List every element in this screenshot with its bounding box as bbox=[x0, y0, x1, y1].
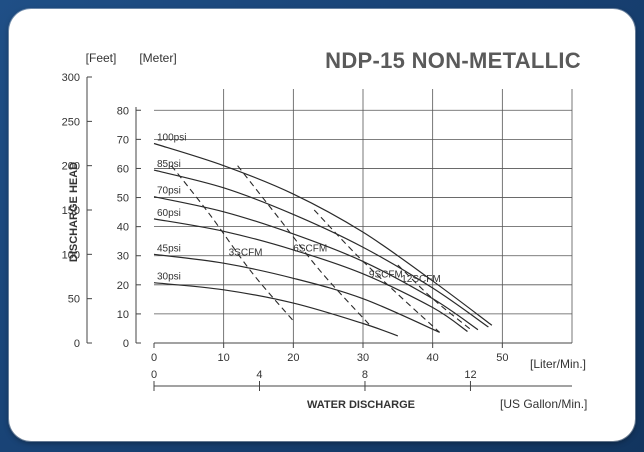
curve-label-100psi: 100psi bbox=[157, 133, 186, 144]
x-tick-label: 0 bbox=[151, 352, 157, 364]
x2-tick-label: 12 bbox=[464, 369, 476, 381]
y-axis-title: DISCHARGE HEAD bbox=[68, 162, 80, 262]
y-tick-label-feet: 100 bbox=[62, 249, 80, 261]
y-tick-label-meter: 50 bbox=[117, 193, 129, 205]
y-tick-label-meter: 30 bbox=[117, 251, 129, 263]
curve-label-3scfm: 3SCFM bbox=[229, 247, 263, 258]
y-unit-meter: [Meter] bbox=[139, 51, 176, 65]
y-tick-label-feet: 150 bbox=[62, 205, 80, 217]
curve-85psi bbox=[153, 169, 489, 328]
y-tick-label-meter: 70 bbox=[117, 134, 129, 146]
x2-tick-label: 4 bbox=[256, 369, 262, 381]
curve-100psi bbox=[153, 142, 493, 326]
y-tick-label-meter: 20 bbox=[117, 280, 129, 292]
x-unit-gallon: [US Gallon/Min.] bbox=[500, 397, 587, 411]
curve-label-60psi: 60psi bbox=[157, 208, 181, 219]
x2-tick-label: 0 bbox=[151, 369, 157, 381]
x-tick-label: 30 bbox=[357, 352, 369, 364]
curve-45psi bbox=[153, 253, 440, 333]
y-tick-label-feet: 0 bbox=[74, 338, 80, 350]
x-axis-title: WATER DISCHARGE bbox=[307, 399, 415, 411]
y-tick-label-meter: 80 bbox=[117, 105, 129, 117]
curve-label-30psi: 30psi bbox=[157, 272, 181, 283]
chart-card: NDP-15 NON-METALLIC 0 50 100 150 200 250 300 0 1… bbox=[9, 9, 635, 441]
curve-label-12scfm: 12SCFM bbox=[401, 274, 440, 285]
curve-label-45psi: 45psi bbox=[157, 243, 181, 254]
chart-title: NDP-15 NON-METALLIC bbox=[325, 48, 581, 73]
curve-label-9scfm: 9SCFM bbox=[369, 269, 403, 280]
curve-label-85psi: 85psi bbox=[157, 159, 181, 170]
x-tick-label: 20 bbox=[287, 352, 299, 364]
curve-3scfm bbox=[170, 165, 294, 322]
x-tick-label: 50 bbox=[496, 352, 508, 364]
y-tick-label-feet: 200 bbox=[62, 161, 80, 173]
x-unit-liter: [Liter/Min.] bbox=[530, 357, 586, 371]
y-unit-feet: [Feet] bbox=[86, 51, 117, 65]
curve-9scfm bbox=[313, 209, 441, 333]
x-tick-label: 10 bbox=[218, 352, 230, 364]
y-tick-label-feet: 250 bbox=[62, 116, 80, 128]
y-tick-label-meter: 0 bbox=[123, 338, 129, 350]
x-tick-label: 40 bbox=[427, 352, 439, 364]
curve-30psi bbox=[153, 282, 399, 337]
y-tick-label-meter: 10 bbox=[117, 309, 129, 321]
curve-label-70psi: 70psi bbox=[157, 186, 181, 197]
y-tick-label-feet: 300 bbox=[62, 72, 80, 84]
y-tick-label-meter: 60 bbox=[117, 163, 129, 175]
y-tick-label-feet: 50 bbox=[68, 294, 80, 306]
curve-6scfm bbox=[237, 165, 371, 326]
curve-label-6scfm: 6SCFM bbox=[293, 243, 327, 254]
y-tick-label-meter: 40 bbox=[117, 222, 129, 234]
curve-60psi bbox=[153, 218, 468, 332]
curve-12scfm bbox=[397, 264, 472, 331]
x2-tick-label: 8 bbox=[362, 369, 368, 381]
curve-70psi bbox=[153, 196, 479, 331]
